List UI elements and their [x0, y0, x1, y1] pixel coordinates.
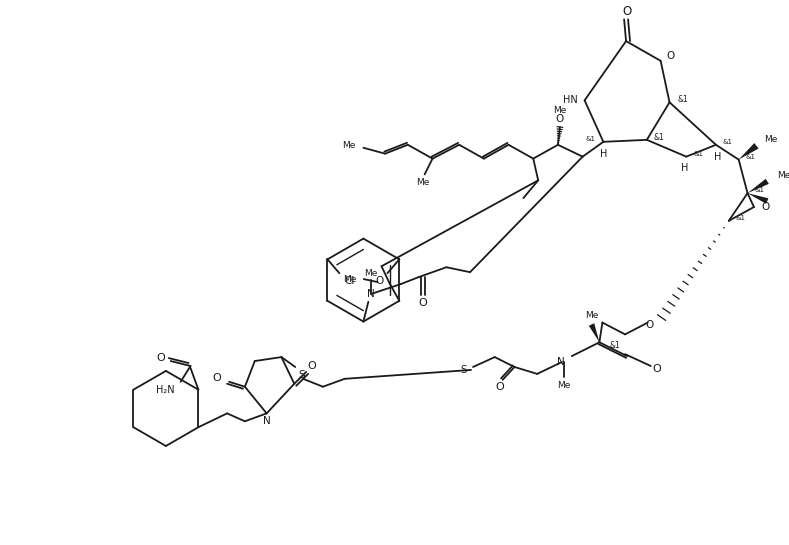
Text: O: O [212, 373, 221, 383]
Text: S: S [298, 370, 305, 380]
Text: O: O [653, 364, 661, 374]
Text: Cl: Cl [344, 276, 354, 286]
Text: O: O [308, 361, 316, 371]
Text: N: N [368, 289, 376, 299]
Text: N: N [263, 416, 271, 426]
Text: &1: &1 [678, 95, 688, 104]
Text: &1: &1 [694, 150, 703, 156]
Text: Me: Me [765, 135, 778, 144]
Polygon shape [739, 143, 758, 160]
Text: &1: &1 [735, 215, 746, 221]
Text: O: O [555, 114, 564, 124]
Text: H: H [600, 149, 607, 159]
Text: Me: Me [343, 275, 357, 283]
Text: &1: &1 [585, 136, 596, 142]
Text: O: O [418, 298, 427, 308]
Text: O: O [667, 51, 675, 61]
Text: &1: &1 [754, 187, 765, 193]
Text: O: O [376, 276, 383, 286]
Text: Me: Me [365, 269, 378, 277]
Text: Me: Me [416, 178, 429, 187]
Text: O: O [623, 5, 632, 18]
Text: Me: Me [585, 311, 598, 320]
Text: O: O [495, 382, 504, 392]
Text: Me: Me [777, 171, 789, 180]
Text: H: H [714, 152, 722, 162]
Text: O: O [762, 202, 770, 212]
Text: O: O [156, 353, 165, 363]
Text: &1: &1 [609, 341, 620, 350]
Text: Me: Me [553, 106, 567, 115]
Polygon shape [747, 193, 768, 204]
Text: &1: &1 [723, 139, 733, 145]
Text: HN: HN [563, 95, 578, 105]
Polygon shape [589, 323, 600, 342]
Text: &1: &1 [746, 154, 756, 160]
Text: O: O [645, 319, 654, 330]
Text: N: N [557, 357, 565, 367]
Text: &1: &1 [654, 134, 664, 142]
Text: H₂N: H₂N [156, 385, 174, 395]
Text: S: S [461, 365, 467, 375]
Text: H: H [681, 164, 688, 173]
Text: Me: Me [557, 382, 570, 390]
Polygon shape [747, 179, 768, 193]
Text: Me: Me [342, 141, 356, 150]
